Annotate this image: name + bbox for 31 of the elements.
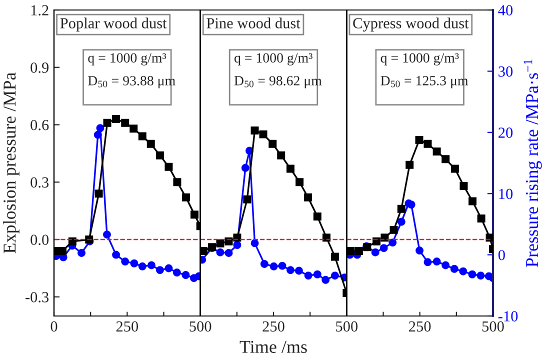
- annotation: q = 1000 g/m³: [380, 53, 459, 66]
- y2-tick-label: 10: [499, 188, 513, 200]
- y2-tick-label: 20: [498, 128, 513, 138]
- y2-tick-label: 30: [498, 66, 513, 77]
- annotation: D$_{50}$ = 93.88 μm: [88, 76, 176, 88]
- annotation: D$_{50}$ = 98.62 μm: [234, 76, 322, 88]
- chart-title: Cypress wood dust: [353, 18, 469, 32]
- x-tick-label: 500: [190, 321, 212, 332]
- x-tick-label: 250: [409, 321, 431, 332]
- annotation: q = 1000 g/m³: [234, 53, 312, 66]
- y2-tick-label: 0: [498, 250, 505, 260]
- x-tick-label: 0: [50, 321, 58, 332]
- y-axis-title: Explosion pressure /MPa: [3, 72, 20, 254]
- x-tick-label: 250: [116, 321, 138, 332]
- x-tick-label: 500: [336, 321, 358, 332]
- y-tick-label: 1.2: [31, 5, 48, 16]
- annotation: D$_{50}$ = 125.3 μm: [380, 76, 468, 88]
- chart-title: Poplar wood dust: [60, 18, 167, 32]
- chart-title: Pine wood dust: [206, 18, 300, 28]
- y2-tick-label: 40: [498, 5, 513, 16]
- y2-tick-label: -10: [498, 311, 518, 322]
- y-tick-label: 0.6: [30, 120, 49, 130]
- x-axis-title: Time /ms: [240, 340, 307, 353]
- y2-axis-title: Pressure rising rate /MPa·s$^{−1}$: [524, 60, 542, 268]
- x-tick-label: 250: [262, 321, 284, 332]
- y-tick-label: 0.9: [30, 62, 49, 73]
- y-tick-label: 0.0: [30, 234, 49, 246]
- y-tick-label: 0.3: [30, 177, 49, 188]
- y-tick-label: -0.3: [26, 292, 49, 302]
- annotation: q = 1000 g/m³: [88, 53, 166, 66]
- x-tick-label: 500: [482, 321, 504, 332]
